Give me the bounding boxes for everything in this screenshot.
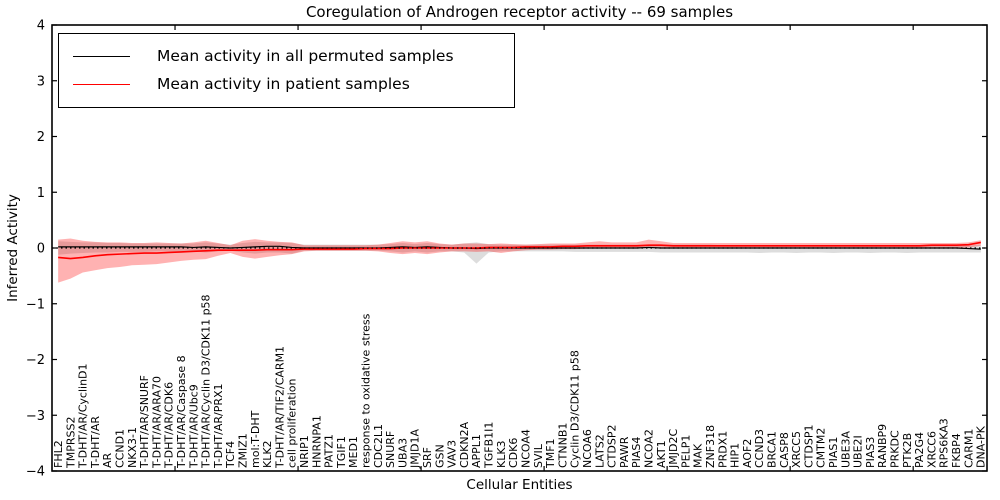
x-category-label: JMJD1A [409,429,422,469]
x-category-label: VAV3 [446,440,459,468]
x-category-label: ZMIZ1 [236,433,249,468]
x-category-label: MAK [692,443,705,468]
x-category-label: CTDSP2 [606,425,619,468]
x-category-label: UBE2I [852,435,865,468]
x-category-label: MED1 [347,436,360,468]
x-category-label: AR [101,452,114,468]
y-tick-label: 1 [37,186,45,201]
x-category-label: TMF1 [544,438,557,469]
x-category-label: UBE3A [839,430,852,468]
x-category-label: ZNF318 [704,425,717,468]
x-category-label: PELP1 [679,435,692,468]
x-category-label: T-DHT/AR/CyclinD1 [77,363,90,469]
x-category-label: LATS2 [593,434,606,468]
x-category-label: CDC2L1 [372,424,385,468]
x-category-label: PAWR [618,436,631,468]
x-category-label: CDK6 [507,438,520,468]
x-category-label: AOF2 [741,439,754,468]
x-category-label: response to oxidative stress [360,313,373,468]
x-category-label: APPL1 [470,434,483,468]
x-category-label: CASP8 [778,432,791,468]
x-category-label: HNRNPA1 [310,415,323,468]
x-category-label: PATZ1 [323,434,336,468]
x-category-label: T-DHT/AR/PRX1 [212,383,225,469]
x-category-label: SRF [421,447,434,468]
chart-title: Coregulation of Androgen receptor activi… [305,3,734,21]
legend-label-patient: Mean activity in patient samples [157,75,410,93]
x-category-label: FKBP4 [950,433,963,468]
x-category-label: T-DHT/AR/CDK6 [163,382,176,469]
x-category-label: SNURF [384,431,397,468]
x-axis-label: Cellular Entities [466,477,573,493]
x-category-label: AKT1 [655,440,668,468]
y-tick-label: −4 [26,465,45,480]
y-tick-label: 0 [37,242,45,257]
x-category-label: UBA3 [396,438,409,468]
x-category-label: NCOA4 [519,429,532,468]
y-tick-label: 2 [37,130,45,145]
x-category-label: PIAS4 [630,437,643,468]
x-category-label: BRCA1 [766,431,779,468]
x-category-label: T-DHT/AR/Ubc9 [187,384,200,469]
x-category-label: JMJD2C [667,429,680,469]
x-category-label: NCOA6 [581,429,594,468]
x-category-label: T-DHT/AR/TIF2/CARM1 [273,346,286,469]
y-tick-label: 3 [37,74,45,89]
x-category-label: T-DHT/AR/Cyclin D3/CDK11 p58 [200,294,213,469]
x-category-label: PA2G4 [913,432,926,468]
x-category-label: TMPRSS2 [64,417,77,469]
x-category-label: PRDX1 [716,431,729,468]
y-axis-label: Inferred Activity [5,194,21,302]
x-category-label: RANBP9 [876,424,889,468]
x-category-label: CTDSP1 [802,425,815,468]
x-category-label: RPS6KA3 [938,418,951,468]
x-category-label: CCND1 [113,429,126,468]
x-category-label: NKX3-1 [126,427,139,468]
x-category-label: FHL2 [52,440,65,468]
x-category-label: mol:T-DHT [249,410,262,468]
x-category-label: CDKN2A [458,421,471,468]
legend-line-permuted [73,55,130,57]
x-category-label: XRCC6 [925,431,938,468]
x-category-label: KLK2 [261,440,274,468]
x-category-label: T-DHT/AR/ARA70 [150,376,163,469]
x-category-label: NRIP1 [298,435,311,468]
x-category-label: KLK3 [495,440,508,468]
legend-label-permuted: Mean activity in all permuted samples [157,47,454,65]
x-category-label: TCF4 [224,441,237,469]
x-category-label: T-DHT/AR/Caspase 8 [175,355,188,469]
x-category-label: NCOA2 [642,429,655,468]
y-tick-label: −1 [26,297,45,312]
y-tick-label: 4 [37,19,45,34]
x-category-label: CARM1 [962,429,975,468]
x-category-label: PIAS1 [827,437,840,468]
legend-item-permuted: Mean activity in all permuted samples [73,42,514,70]
x-category-label: T-DHT/AR [89,416,102,469]
x-category-label: SVIL [532,443,545,468]
x-category-label: PIAS3 [864,437,877,468]
x-category-label: DNA-PK [975,425,988,468]
x-category-label: XRCC5 [790,431,803,468]
x-category-label: CTNNB1 [556,423,569,468]
x-category-label: CMTM2 [815,428,828,468]
legend-line-patient [73,83,130,85]
x-category-label: CCND3 [753,429,766,468]
x-category-label: TGFB1I1 [483,422,496,469]
legend: Mean activity in all permuted samples Me… [58,33,515,108]
x-category-label: cell proliferation [286,378,299,468]
y-tick-label: −3 [26,409,45,424]
x-category-label: PTK2B [901,433,914,468]
patient-mean-line [58,241,981,260]
legend-item-patient: Mean activity in patient samples [73,70,514,98]
x-category-label: T-DHT/AR/SNURF [138,375,151,469]
y-tick-label: −2 [26,353,45,368]
x-category-label: PRKDC [889,430,902,468]
x-category-label: TGIF1 [335,436,348,469]
x-category-label: Cyclin D3/CDK11 p58 [569,350,582,468]
x-category-label: GSN [433,444,446,468]
x-category-label: HIP1 [729,443,742,468]
